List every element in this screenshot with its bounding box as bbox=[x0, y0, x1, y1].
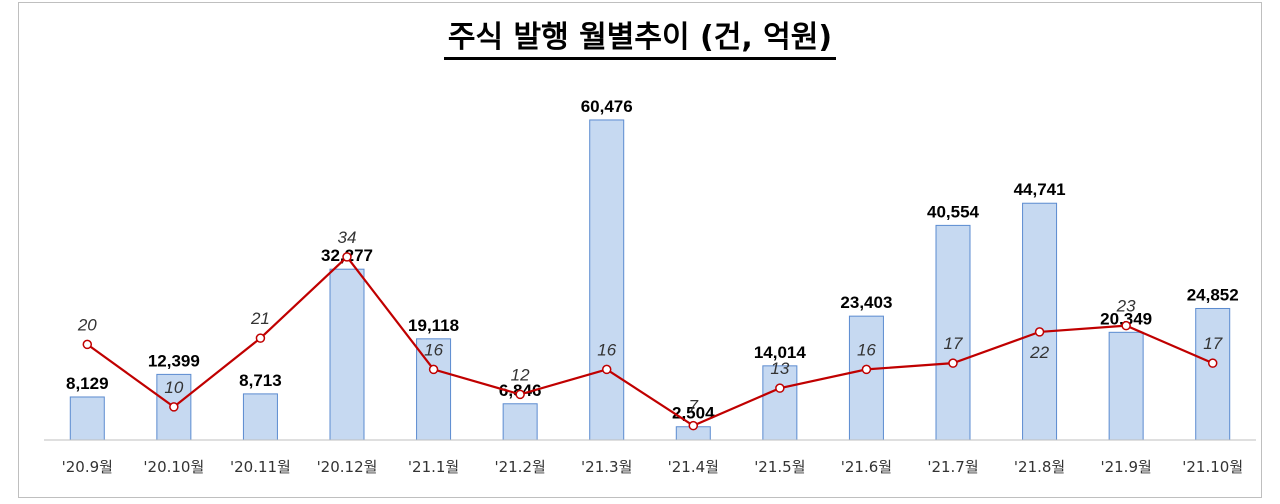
bar-data-label: 23,403 bbox=[840, 293, 892, 312]
bar-data-label: 8,129 bbox=[66, 374, 109, 393]
line-data-label: 16 bbox=[424, 340, 443, 359]
x-tick-label: '21.4월 bbox=[668, 458, 719, 476]
bar-data-label: 8,713 bbox=[239, 371, 282, 390]
line-point bbox=[82, 339, 93, 350]
bar bbox=[1022, 202, 1058, 441]
x-tick-label: '20.9월 bbox=[62, 458, 113, 476]
bar bbox=[1108, 331, 1144, 441]
x-tick-label: '21.6월 bbox=[841, 458, 892, 476]
chart-title: 주식 발행 월별추이 (건, 억원) bbox=[0, 12, 1280, 60]
x-tick-label: '20.10월 bbox=[143, 458, 204, 476]
x-tick-label: '21.5월 bbox=[754, 458, 805, 476]
line-path bbox=[86, 255, 1214, 427]
bar-data-label: 24,852 bbox=[1187, 285, 1239, 304]
x-tick-label: '21.3월 bbox=[581, 458, 632, 476]
line-point bbox=[1207, 358, 1218, 368]
line-point bbox=[861, 364, 872, 375]
line-data-label: 20 bbox=[77, 315, 97, 334]
line-point bbox=[428, 364, 439, 375]
bar bbox=[589, 119, 625, 441]
line-point bbox=[688, 420, 699, 431]
line-point bbox=[515, 389, 525, 400]
line-data-label: 7 bbox=[689, 397, 699, 416]
bar-series: 8,12912,3998,71332,27719,1186,84660,4762… bbox=[66, 97, 1239, 441]
line-point bbox=[601, 364, 612, 375]
line-data-label: 16 bbox=[857, 340, 876, 359]
x-tick-label: '21.8월 bbox=[1014, 458, 1065, 476]
bar-data-label: 12,399 bbox=[148, 351, 200, 370]
bar-data-label: 60,476 bbox=[581, 97, 633, 116]
bar bbox=[329, 268, 365, 441]
bar bbox=[1195, 307, 1231, 441]
x-tick-label: '20.11월 bbox=[230, 458, 291, 476]
line-data-label: 21 bbox=[250, 309, 270, 328]
line-data-label: 13 bbox=[770, 359, 789, 378]
x-tick-label: '21.9월 bbox=[1100, 458, 1151, 476]
line-data-label: 16 bbox=[597, 340, 616, 359]
line-point bbox=[1034, 327, 1045, 337]
line-point bbox=[775, 383, 785, 393]
line-data-label: 12 bbox=[511, 365, 530, 384]
chart-title-text: 주식 발행 월별추이 (건, 억원) bbox=[443, 20, 837, 60]
line-point bbox=[1121, 320, 1131, 331]
x-tick-label: '21.7월 bbox=[927, 458, 978, 476]
bar bbox=[69, 396, 105, 441]
x-tick-label: '21.2월 bbox=[494, 458, 545, 476]
x-tick-label: '20.12월 bbox=[317, 458, 378, 476]
line-data-label: 10 bbox=[164, 378, 183, 397]
bar-data-label: 40,554 bbox=[927, 202, 980, 221]
line-point bbox=[169, 402, 179, 412]
bar-data-label: 20,349 bbox=[1100, 309, 1152, 328]
bar-data-label: 44,741 bbox=[1014, 180, 1066, 199]
x-tick-label: '21.10월 bbox=[1182, 458, 1243, 476]
line-data-label: 34 bbox=[338, 228, 357, 247]
line-series: 20 10 21 34 16 12 16 7 13 16 17 22 23 17 bbox=[77, 228, 1223, 431]
line-point bbox=[255, 333, 266, 343]
line-data-label: 22 bbox=[1029, 343, 1049, 362]
line-data-label: 23 bbox=[1116, 297, 1136, 316]
line-point bbox=[948, 358, 958, 368]
bar bbox=[935, 224, 971, 441]
bar bbox=[762, 365, 798, 441]
x-tick-label: '21.1월 bbox=[408, 458, 459, 476]
line-data-label: 17 bbox=[944, 334, 963, 353]
bar bbox=[848, 315, 884, 441]
line-data-label: 17 bbox=[1203, 334, 1222, 353]
bar-data-label: 19,118 bbox=[408, 316, 459, 335]
x-tick-labels: '20.9월 '20.10월 '20.11월 '20.12월 '21.1월 '21.2월 '… bbox=[62, 458, 1244, 476]
bar-data-label: 14,014 bbox=[754, 343, 807, 362]
bar bbox=[242, 393, 278, 441]
line-point bbox=[342, 252, 352, 262]
bar bbox=[502, 403, 538, 441]
